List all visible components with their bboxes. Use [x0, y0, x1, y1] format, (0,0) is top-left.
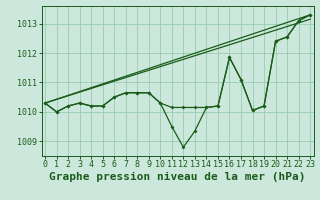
X-axis label: Graphe pression niveau de la mer (hPa): Graphe pression niveau de la mer (hPa)	[49, 172, 306, 182]
